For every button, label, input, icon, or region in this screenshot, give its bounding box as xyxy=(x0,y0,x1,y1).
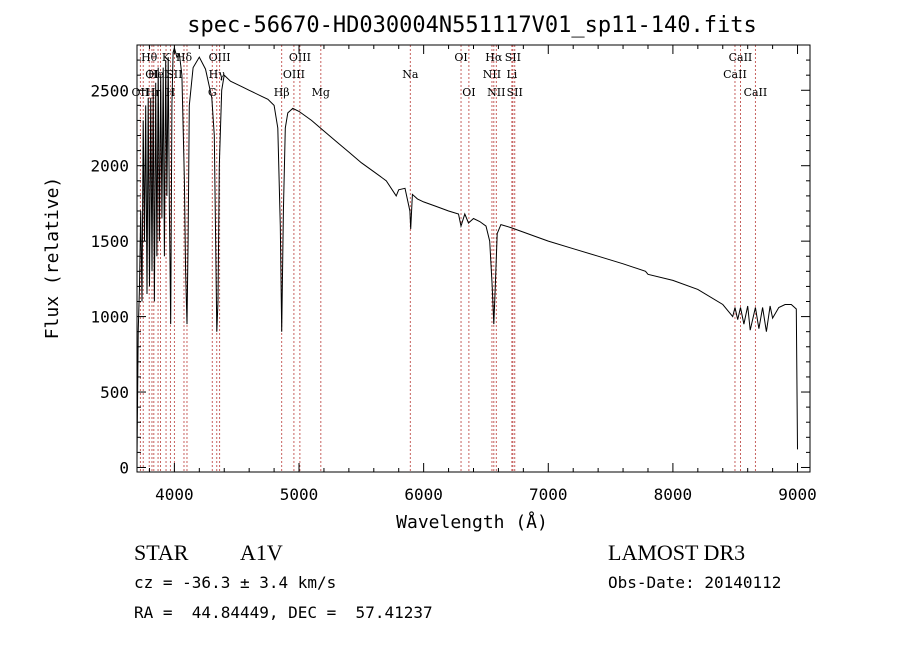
line-label: OIII xyxy=(289,51,311,64)
y-axis-label: Flux (relative) xyxy=(42,177,63,340)
line-label: SII xyxy=(507,86,523,99)
line-label: OIII xyxy=(283,68,305,81)
line-label: G xyxy=(208,86,217,99)
x-tick-label: 8000 xyxy=(654,485,693,504)
line-label: Mg xyxy=(312,86,330,99)
line-label: SII xyxy=(505,51,521,64)
observation-date: Obs-Date: 20140112 xyxy=(608,573,782,592)
y-tick-label: 2500 xyxy=(90,81,129,100)
line-label: Hθ xyxy=(141,51,158,64)
line-label: OI xyxy=(454,51,467,64)
line-label: OI xyxy=(462,86,475,99)
line-label: Li xyxy=(506,68,517,81)
x-tick-label: 5000 xyxy=(280,485,319,504)
line-label: Hβ xyxy=(274,86,290,99)
line-label: K xyxy=(162,51,171,64)
y-tick-label: 1000 xyxy=(90,308,129,327)
x-tick-label: 7000 xyxy=(529,485,568,504)
line-label: Hγ xyxy=(209,68,226,81)
object-class: STAR xyxy=(134,540,189,565)
x-tick-label: 4000 xyxy=(155,485,194,504)
line-label: OII xyxy=(132,86,150,99)
x-axis-label: Wavelength (Å) xyxy=(396,511,548,533)
x-tick-label: 9000 xyxy=(778,485,817,504)
line-label: Na xyxy=(402,68,419,81)
line-label: CaII xyxy=(723,68,747,81)
x-axis-ticks: 4000 5000 6000 7000 8000 9000 xyxy=(148,45,817,504)
coordinates: RA = 44.84449, DEC = 57.41237 xyxy=(134,603,433,622)
line-label: NII xyxy=(483,68,501,81)
y-tick-label: 2000 xyxy=(90,157,129,176)
spectrum-line xyxy=(136,46,798,460)
line-label: Hδ xyxy=(176,51,193,64)
spectral-line-markers xyxy=(139,45,756,472)
line-label: OIII xyxy=(209,51,231,64)
line-label: OI xyxy=(145,68,158,81)
y-axis-ticks: 0 500 1000 1500 2000 2500 xyxy=(90,59,810,477)
object-subclass: A1V xyxy=(240,540,283,565)
line-label: SII xyxy=(166,68,182,81)
survey-name: LAMOST DR3 xyxy=(608,540,746,565)
line-label: CaII xyxy=(729,51,753,64)
line-label: NII xyxy=(487,86,505,99)
x-tick-label: 6000 xyxy=(404,485,443,504)
line-label: CaII xyxy=(744,86,768,99)
y-tick-label: 0 xyxy=(119,458,129,477)
plot-frame xyxy=(136,44,811,473)
redshift-velocity: cz = -36.3 ± 3.4 km/s xyxy=(134,573,337,592)
y-tick-label: 1500 xyxy=(90,232,129,251)
line-label: H xyxy=(166,86,176,99)
chart-title: spec-56670-HD030004N551117V01_sp11-140.f… xyxy=(187,13,757,38)
spectral-line-labels: OIIHθOIHηHeIKHSIIHδGHγOIIIHβOIIIOIIIMgNa… xyxy=(132,51,768,99)
line-label: Hα xyxy=(485,51,503,64)
line-label: Hη xyxy=(146,86,162,99)
y-tick-label: 500 xyxy=(100,383,129,402)
